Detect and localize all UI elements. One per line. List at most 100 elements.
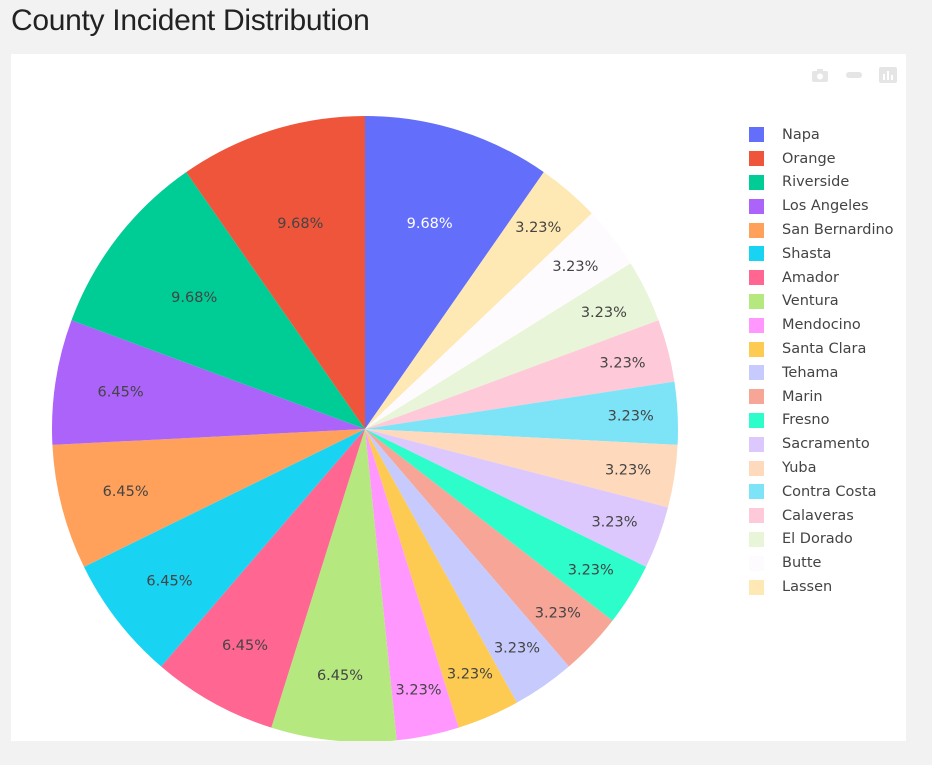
legend-swatch: [749, 151, 764, 167]
legend-swatch: [749, 531, 764, 547]
legend-swatch: [749, 270, 764, 286]
legend-item-shasta[interactable]: Shasta: [749, 242, 894, 266]
legend-item-ventura[interactable]: Ventura: [749, 290, 894, 314]
legend-swatch: [749, 484, 764, 500]
legend-label: Marin: [782, 388, 823, 405]
legend-swatch: [749, 389, 764, 405]
camera-icon[interactable]: [810, 66, 830, 84]
pie-slice-santa-clara[interactable]: [365, 429, 517, 728]
legend-item-yuba[interactable]: Yuba: [749, 456, 894, 480]
pie-slice-orange[interactable]: [186, 116, 365, 429]
slice-label-mendocino: 3.23%: [396, 683, 442, 699]
chart-card: 9.68% 3.23% 3.23% 3.23% 3.23% 3.23% 3.23% 3.23%…: [11, 54, 906, 741]
legend-label: Orange: [782, 150, 836, 167]
legend-swatch: [749, 317, 764, 333]
pie-slice-riverside[interactable]: [71, 172, 365, 429]
plotly-logo-icon[interactable]: [878, 66, 898, 84]
slice-label-san-bernardino: 6.45%: [103, 484, 149, 500]
slice-label-amador: 6.45%: [222, 638, 268, 654]
legend-item-butte[interactable]: Butte: [749, 551, 894, 575]
slice-label-los-angeles: 6.45%: [98, 385, 144, 401]
legend-swatch: [749, 341, 764, 357]
slice-label-el-dorado: 3.23%: [581, 305, 627, 321]
legend-label: Ventura: [782, 293, 839, 310]
legend: Napa Orange Riverside Los Angeles San Bernar…: [749, 123, 894, 599]
pie-slice-el-dorado[interactable]: [365, 263, 659, 429]
legend-item-marin[interactable]: Marin: [749, 385, 894, 409]
legend-item-mendocino[interactable]: Mendocino: [749, 313, 894, 337]
legend-label: Shasta: [782, 245, 832, 262]
legend-swatch: [749, 293, 764, 309]
legend-label: Lassen: [782, 579, 833, 596]
legend-label: Fresno: [782, 412, 830, 429]
legend-label: Amador: [782, 269, 839, 286]
pie-slice-contra-costa[interactable]: [365, 381, 678, 445]
pie-slice-sacramento[interactable]: [365, 429, 669, 567]
slice-label-sacramento: 3.23%: [591, 514, 637, 530]
pie-slice-butte[interactable]: [365, 213, 631, 429]
legend-swatch: [749, 198, 764, 214]
legend-item-orange[interactable]: Orange: [749, 147, 894, 171]
legend-label: Mendocino: [782, 317, 861, 334]
legend-label: Sacramento: [782, 436, 870, 453]
pie-slice-yuba[interactable]: [365, 429, 678, 508]
pie-slice-mendocino[interactable]: [365, 429, 459, 741]
legend-label: Yuba: [782, 460, 817, 477]
legend-label: Butte: [782, 555, 822, 572]
legend-swatch: [749, 436, 764, 452]
legend-label: Los Angeles: [782, 198, 869, 215]
pie-slice-calaveras[interactable]: [365, 320, 675, 429]
slice-label-calaveras: 3.23%: [600, 355, 646, 371]
zoom-icon[interactable]: [844, 66, 864, 84]
legend-swatch: [749, 412, 764, 428]
legend-item-riverside[interactable]: Riverside: [749, 171, 894, 195]
pie-chart: 9.68% 3.23% 3.23% 3.23% 3.23% 3.23% 3.23% 3.23%…: [51, 116, 678, 741]
slice-label-santa-clara: 3.23%: [447, 666, 493, 682]
legend-item-san-bernardino[interactable]: San Bernardino: [749, 218, 894, 242]
slice-label-shasta: 6.45%: [146, 573, 192, 589]
legend-item-tehama[interactable]: Tehama: [749, 361, 894, 385]
modebar: [810, 66, 898, 84]
pie-slice-amador[interactable]: [161, 429, 365, 728]
legend-label: Calaveras: [782, 507, 854, 524]
legend-label: Napa: [782, 126, 820, 143]
pie-slice-san-bernardino[interactable]: [52, 429, 365, 567]
legend-item-fresno[interactable]: Fresno: [749, 409, 894, 433]
legend-swatch: [749, 555, 764, 571]
slice-label-lassen: 3.23%: [515, 220, 561, 236]
legend-swatch: [749, 365, 764, 381]
legend-item-contra-costa[interactable]: Contra Costa: [749, 480, 894, 504]
pie-slice-lassen[interactable]: [365, 172, 592, 429]
legend-item-los-angeles[interactable]: Los Angeles: [749, 194, 894, 218]
legend-label: Riverside: [782, 174, 850, 191]
slice-label-riverside: 9.68%: [171, 290, 217, 306]
slice-label-yuba: 3.23%: [605, 462, 651, 478]
legend-swatch: [749, 127, 764, 143]
legend-item-santa-clara[interactable]: Santa Clara: [749, 337, 894, 361]
legend-item-calaveras[interactable]: Calaveras: [749, 504, 894, 528]
pie-slice-ventura[interactable]: [271, 429, 397, 741]
legend-swatch: [749, 222, 764, 238]
slice-label-orange: 9.68%: [277, 216, 323, 232]
legend-label: Contra Costa: [782, 483, 877, 500]
pie-slice-los-angeles[interactable]: [51, 320, 365, 445]
pie-slice-fresno[interactable]: [365, 429, 647, 621]
slice-label-fresno: 3.23%: [568, 563, 614, 579]
legend-label: El Dorado: [782, 531, 853, 548]
legend-swatch: [749, 460, 764, 476]
legend-item-napa[interactable]: Napa: [749, 123, 894, 147]
legend-item-lassen[interactable]: Lassen: [749, 575, 894, 599]
pie-slice-napa[interactable]: [365, 116, 544, 429]
pie-slice-shasta[interactable]: [83, 429, 365, 667]
legend-swatch: [749, 174, 764, 190]
legend-swatch: [749, 508, 764, 524]
legend-item-amador[interactable]: Amador: [749, 266, 894, 290]
legend-swatch: [749, 246, 764, 262]
pie-slice-marin[interactable]: [365, 429, 613, 667]
pie-slice-tehama[interactable]: [365, 429, 569, 703]
slice-label-ventura: 6.45%: [317, 668, 363, 684]
legend-label: San Bernardino: [782, 222, 894, 239]
legend-label: Santa Clara: [782, 341, 867, 358]
legend-item-sacramento[interactable]: Sacramento: [749, 432, 894, 456]
legend-item-el-dorado[interactable]: El Dorado: [749, 528, 894, 552]
